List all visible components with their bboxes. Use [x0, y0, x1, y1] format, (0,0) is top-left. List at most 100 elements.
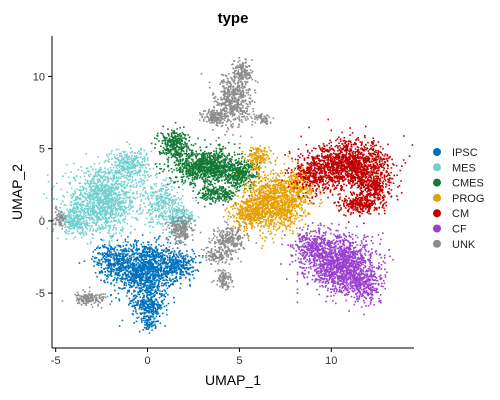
data-point	[119, 245, 122, 247]
data-point	[124, 249, 127, 251]
data-point	[129, 174, 131, 177]
data-point	[148, 176, 150, 178]
data-point	[66, 226, 69, 228]
data-point	[88, 225, 91, 227]
data-point	[108, 229, 110, 232]
data-point	[160, 189, 162, 191]
data-point	[183, 258, 185, 261]
data-point	[162, 229, 165, 231]
data-point	[181, 201, 183, 204]
data-point	[116, 194, 118, 196]
data-point	[149, 271, 151, 273]
data-point	[150, 261, 153, 263]
data-point	[116, 278, 118, 280]
data-point	[120, 201, 122, 203]
data-point	[133, 305, 135, 308]
data-point	[73, 216, 76, 219]
data-point	[162, 249, 165, 252]
data-point	[134, 307, 136, 310]
data-point	[73, 203, 75, 206]
data-point	[121, 185, 124, 187]
data-point	[112, 209, 114, 211]
data-point	[163, 283, 166, 286]
data-point	[76, 208, 79, 210]
data-point	[137, 284, 139, 287]
data-point	[92, 176, 95, 178]
data-point	[147, 281, 150, 284]
data-point	[126, 254, 129, 256]
data-point	[93, 203, 95, 206]
data-point	[101, 193, 104, 195]
data-point	[90, 216, 93, 219]
data-point	[169, 271, 172, 274]
data-point	[60, 203, 62, 205]
data-point	[111, 200, 114, 203]
data-point	[208, 176, 210, 178]
data-point	[149, 231, 152, 234]
data-point	[163, 270, 165, 272]
data-point	[92, 218, 95, 221]
data-point	[205, 161, 207, 164]
data-point	[150, 218, 152, 221]
data-point	[143, 290, 146, 292]
data-point	[146, 265, 148, 267]
data-point	[154, 260, 157, 262]
data-point	[120, 173, 123, 175]
data-point	[146, 322, 148, 324]
data-point	[168, 194, 170, 196]
data-point	[146, 276, 149, 279]
data-point	[158, 285, 161, 288]
data-point	[164, 275, 167, 277]
data-point	[52, 228, 55, 230]
data-point	[80, 232, 82, 234]
data-point	[89, 189, 92, 191]
data-point	[147, 195, 150, 197]
data-point	[124, 250, 126, 253]
data-point	[103, 206, 105, 208]
data-point	[98, 168, 101, 171]
data-point	[141, 258, 144, 260]
data-point	[89, 218, 91, 221]
data-point	[168, 271, 170, 274]
data-point	[123, 186, 125, 188]
data-point	[121, 156, 124, 159]
data-point	[134, 294, 137, 297]
data-point	[121, 253, 123, 255]
data-point	[111, 194, 113, 197]
data-point	[162, 188, 165, 190]
data-point	[75, 225, 78, 228]
data-point	[192, 270, 194, 273]
data-point	[78, 215, 81, 217]
data-point	[157, 270, 159, 272]
data-point	[127, 166, 129, 169]
data-point	[140, 308, 143, 311]
data-point	[169, 255, 171, 257]
data-point	[153, 303, 155, 306]
data-point	[225, 156, 228, 158]
data-point	[137, 274, 140, 276]
data-point	[123, 248, 126, 250]
data-point	[107, 273, 109, 276]
data-point	[141, 255, 143, 258]
data-point	[106, 275, 108, 277]
data-point	[120, 267, 123, 269]
data-point	[147, 315, 149, 318]
data-point	[117, 205, 119, 208]
data-point	[148, 294, 151, 296]
data-point	[146, 152, 148, 155]
data-point	[73, 176, 76, 179]
data-point	[118, 266, 120, 269]
data-point	[117, 244, 119, 247]
data-point	[76, 203, 78, 206]
data-point	[135, 311, 137, 313]
data-point	[158, 307, 161, 309]
data-point	[116, 279, 118, 282]
data-point	[179, 277, 181, 280]
data-point	[175, 261, 177, 263]
data-point	[85, 190, 88, 193]
data-point	[177, 256, 180, 259]
data-point	[160, 258, 162, 260]
data-point	[62, 215, 64, 217]
data-point	[113, 153, 115, 156]
data-point	[72, 207, 74, 210]
